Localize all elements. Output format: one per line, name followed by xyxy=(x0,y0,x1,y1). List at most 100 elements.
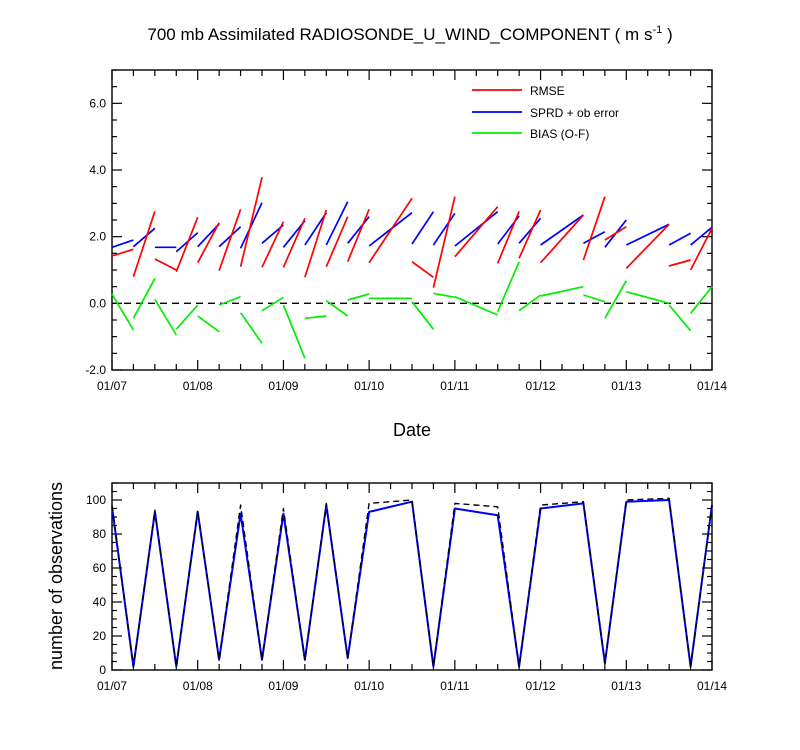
series-segment-sprd-ob-error xyxy=(325,201,349,246)
y-tick-label: 40 xyxy=(93,595,107,609)
y-tick-label: 4.0 xyxy=(89,163,106,177)
series-segment-bias-o-f xyxy=(132,277,156,319)
x-tick-label: 01/11 xyxy=(440,679,469,693)
top-plot: 01/07 01/08 01/09 01/10 01/11 01/12 01/13 01/14… xyxy=(85,69,727,393)
series-segment-bias-o-f xyxy=(261,296,284,312)
series-segment-sprd-ob-error xyxy=(132,227,156,248)
x-tick-label: 01/13 xyxy=(611,679,641,693)
y-tick-label: 60 xyxy=(93,561,107,575)
series-segment-bias-o-f xyxy=(218,295,241,306)
series-segment-bias-o-f xyxy=(154,298,178,336)
series-segment-rmse xyxy=(496,210,520,264)
series-bias-o-f xyxy=(111,261,713,359)
series-segment-bias-o-f xyxy=(604,280,628,319)
series-segment-rmse xyxy=(454,206,499,258)
series-segment-bias-o-f xyxy=(689,286,713,314)
y-tick-label: 20 xyxy=(93,629,107,643)
series-segment-rmse xyxy=(132,211,156,277)
series-segment-bias-o-f xyxy=(304,315,327,320)
series-segment-rmse xyxy=(518,209,542,259)
legend-label-rmse: RMSE xyxy=(530,84,565,98)
series-segment-sprd-ob-error xyxy=(625,223,670,246)
series-segment-rmse xyxy=(304,209,328,278)
y-tick-label: -2.0 xyxy=(85,363,106,377)
y-tick-label: 0.0 xyxy=(89,296,106,310)
series-segment-bias-o-f xyxy=(540,285,584,297)
bottom-ticks: 01/07 01/08 01/09 01/10 01/11 01/12 01/13 01/14… xyxy=(86,482,727,693)
series-segment-bias-o-f xyxy=(518,294,542,312)
series-segment-bias-o-f xyxy=(111,293,135,331)
x-tick-label: 01/08 xyxy=(183,379,213,393)
y-axis-title-observations: number of observations xyxy=(46,482,66,670)
series-segment-rmse xyxy=(282,217,306,268)
series-segment-sprd-ob-error xyxy=(690,226,713,246)
series-segment-sprd-ob-error xyxy=(518,217,542,244)
series-segment-rmse xyxy=(346,208,370,263)
series-segment-bias-o-f xyxy=(496,261,520,313)
series-segment-rmse xyxy=(154,258,177,271)
chart-title-unit-superscript: -1 xyxy=(652,24,662,36)
series-line-assimilated xyxy=(111,499,713,668)
series-segment-rmse xyxy=(325,216,349,268)
series-segment-rmse xyxy=(196,222,220,264)
series-segment-rmse xyxy=(625,223,670,269)
series-segment-bias-o-f xyxy=(433,292,456,299)
x-tick-label: 01/11 xyxy=(440,379,469,393)
series-segment-rmse xyxy=(539,214,585,264)
series-segment-rmse xyxy=(411,261,434,278)
series-segment-bias-o-f xyxy=(175,304,199,330)
series-segment-bias-o-f xyxy=(411,301,435,330)
x-tick-label: 01/14 xyxy=(697,379,727,393)
series-segment-rmse xyxy=(582,196,606,261)
x-tick-label: 01/12 xyxy=(526,379,556,393)
chart-title-close: ) xyxy=(662,25,672,44)
bottom-plot-frame xyxy=(111,482,713,671)
top-ticks: 01/07 01/08 01/09 01/10 01/11 01/12 01/13 01/14… xyxy=(85,69,727,393)
y-tick-label: 2.0 xyxy=(89,230,106,244)
x-tick-label: 01/13 xyxy=(611,379,641,393)
series-segment-bias-o-f xyxy=(454,295,499,316)
chart-title: 700 mb Assimilated RADIOSONDE_U_WIND_COM… xyxy=(147,24,672,44)
series-segment-rmse xyxy=(218,209,242,271)
bottom-plot: 01/07 01/08 01/09 01/10 01/11 01/12 01/13 01/14… xyxy=(86,482,727,693)
series-segment-bias-o-f xyxy=(583,294,606,303)
series-segment-sprd-ob-error xyxy=(111,239,134,249)
top-plot-frame xyxy=(111,69,713,371)
series-segment-rmse xyxy=(604,225,627,241)
bottom-series xyxy=(111,497,713,668)
legend: RMSE SPRD + ob error BIAS (O-F) xyxy=(472,84,619,141)
series-segment-bias-o-f xyxy=(239,312,263,344)
series-segment-sprd-ob-error xyxy=(668,232,692,246)
series-segment-rmse xyxy=(175,216,199,273)
series-segment-sprd-ob-error xyxy=(582,230,606,245)
x-tick-label: 01/10 xyxy=(354,379,384,393)
x-tick-label: 01/12 xyxy=(526,679,556,693)
series-sprd-ob-error xyxy=(111,201,713,253)
y-tick-label: 100 xyxy=(86,493,106,507)
x-axis-title: Date xyxy=(393,420,431,440)
series-segment-rmse xyxy=(111,248,134,257)
series-segment-rmse xyxy=(432,196,456,288)
series-segment-sprd-ob-error xyxy=(454,211,499,247)
series-segment-bias-o-f xyxy=(197,315,220,333)
legend-label-sprd: SPRD + ob error xyxy=(530,106,619,120)
x-tick-label: 01/08 xyxy=(183,679,213,693)
series-segment-rmse xyxy=(368,197,413,264)
series-segment-sprd-ob-error xyxy=(540,214,584,246)
series-segment-rmse xyxy=(689,227,713,271)
series-segment-sprd-ob-error xyxy=(347,216,370,244)
series-segment-rmse xyxy=(261,221,285,268)
legend-label-bias: BIAS (O-F) xyxy=(530,127,589,141)
series-segment-sprd-ob-error xyxy=(411,211,435,245)
x-tick-label: 01/14 xyxy=(697,679,727,693)
x-tick-label: 01/07 xyxy=(97,679,127,693)
chart-title-text: 700 mb Assimilated RADIOSONDE_U_WIND_COM… xyxy=(147,25,652,44)
y-tick-label: 6.0 xyxy=(89,96,106,110)
x-tick-label: 01/07 xyxy=(97,379,127,393)
series-segment-sprd-ob-error xyxy=(432,212,456,246)
x-tick-label: 01/09 xyxy=(268,679,298,693)
series-segment-sprd-ob-error xyxy=(218,226,242,248)
x-tick-label: 01/09 xyxy=(268,379,298,393)
y-tick-label: 80 xyxy=(93,527,107,541)
